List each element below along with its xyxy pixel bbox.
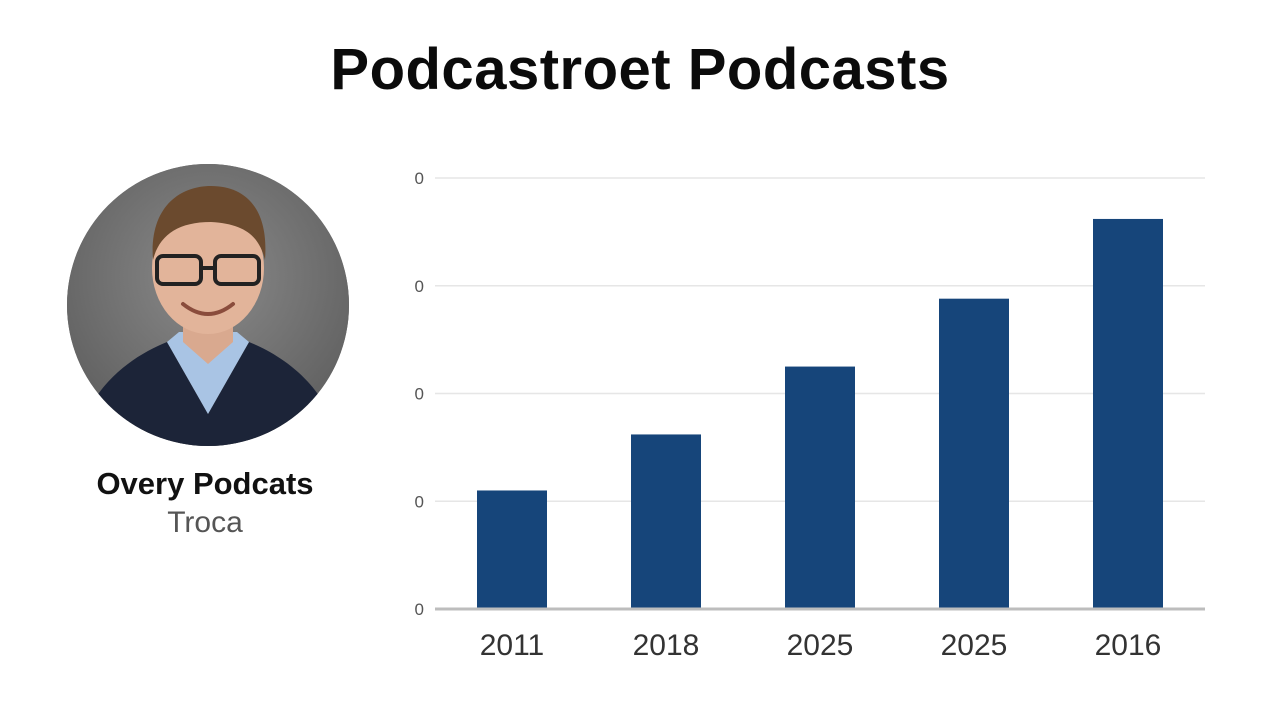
bar bbox=[477, 490, 547, 609]
bar bbox=[1093, 218, 1163, 609]
person-name: Overy Podcats bbox=[96, 466, 314, 501]
person-portrait-icon bbox=[67, 164, 349, 446]
bar bbox=[631, 434, 701, 609]
avatar bbox=[67, 164, 349, 446]
person-subtitle: Troca bbox=[167, 506, 243, 539]
y-tick-label: 0 bbox=[415, 385, 424, 404]
y-tick-label: 0 bbox=[415, 492, 424, 511]
bar bbox=[785, 366, 855, 609]
x-tick-label: 2025 bbox=[941, 629, 1008, 662]
y-tick-label: 0 bbox=[415, 277, 424, 296]
x-tick-label: 2018 bbox=[633, 629, 700, 662]
y-tick-label: 0 bbox=[415, 600, 424, 619]
y-tick-label: 0 bbox=[415, 169, 424, 188]
x-tick-label: 2011 bbox=[480, 629, 545, 662]
x-tick-label: 2025 bbox=[787, 629, 854, 662]
page-title: Podcastroet Podcasts bbox=[330, 37, 950, 102]
bar bbox=[939, 298, 1009, 609]
bar-chart: 0 0 0 0 0 2011 2018 2025 2025 2016 bbox=[415, 169, 1205, 662]
x-tick-label: 2016 bbox=[1095, 629, 1162, 662]
